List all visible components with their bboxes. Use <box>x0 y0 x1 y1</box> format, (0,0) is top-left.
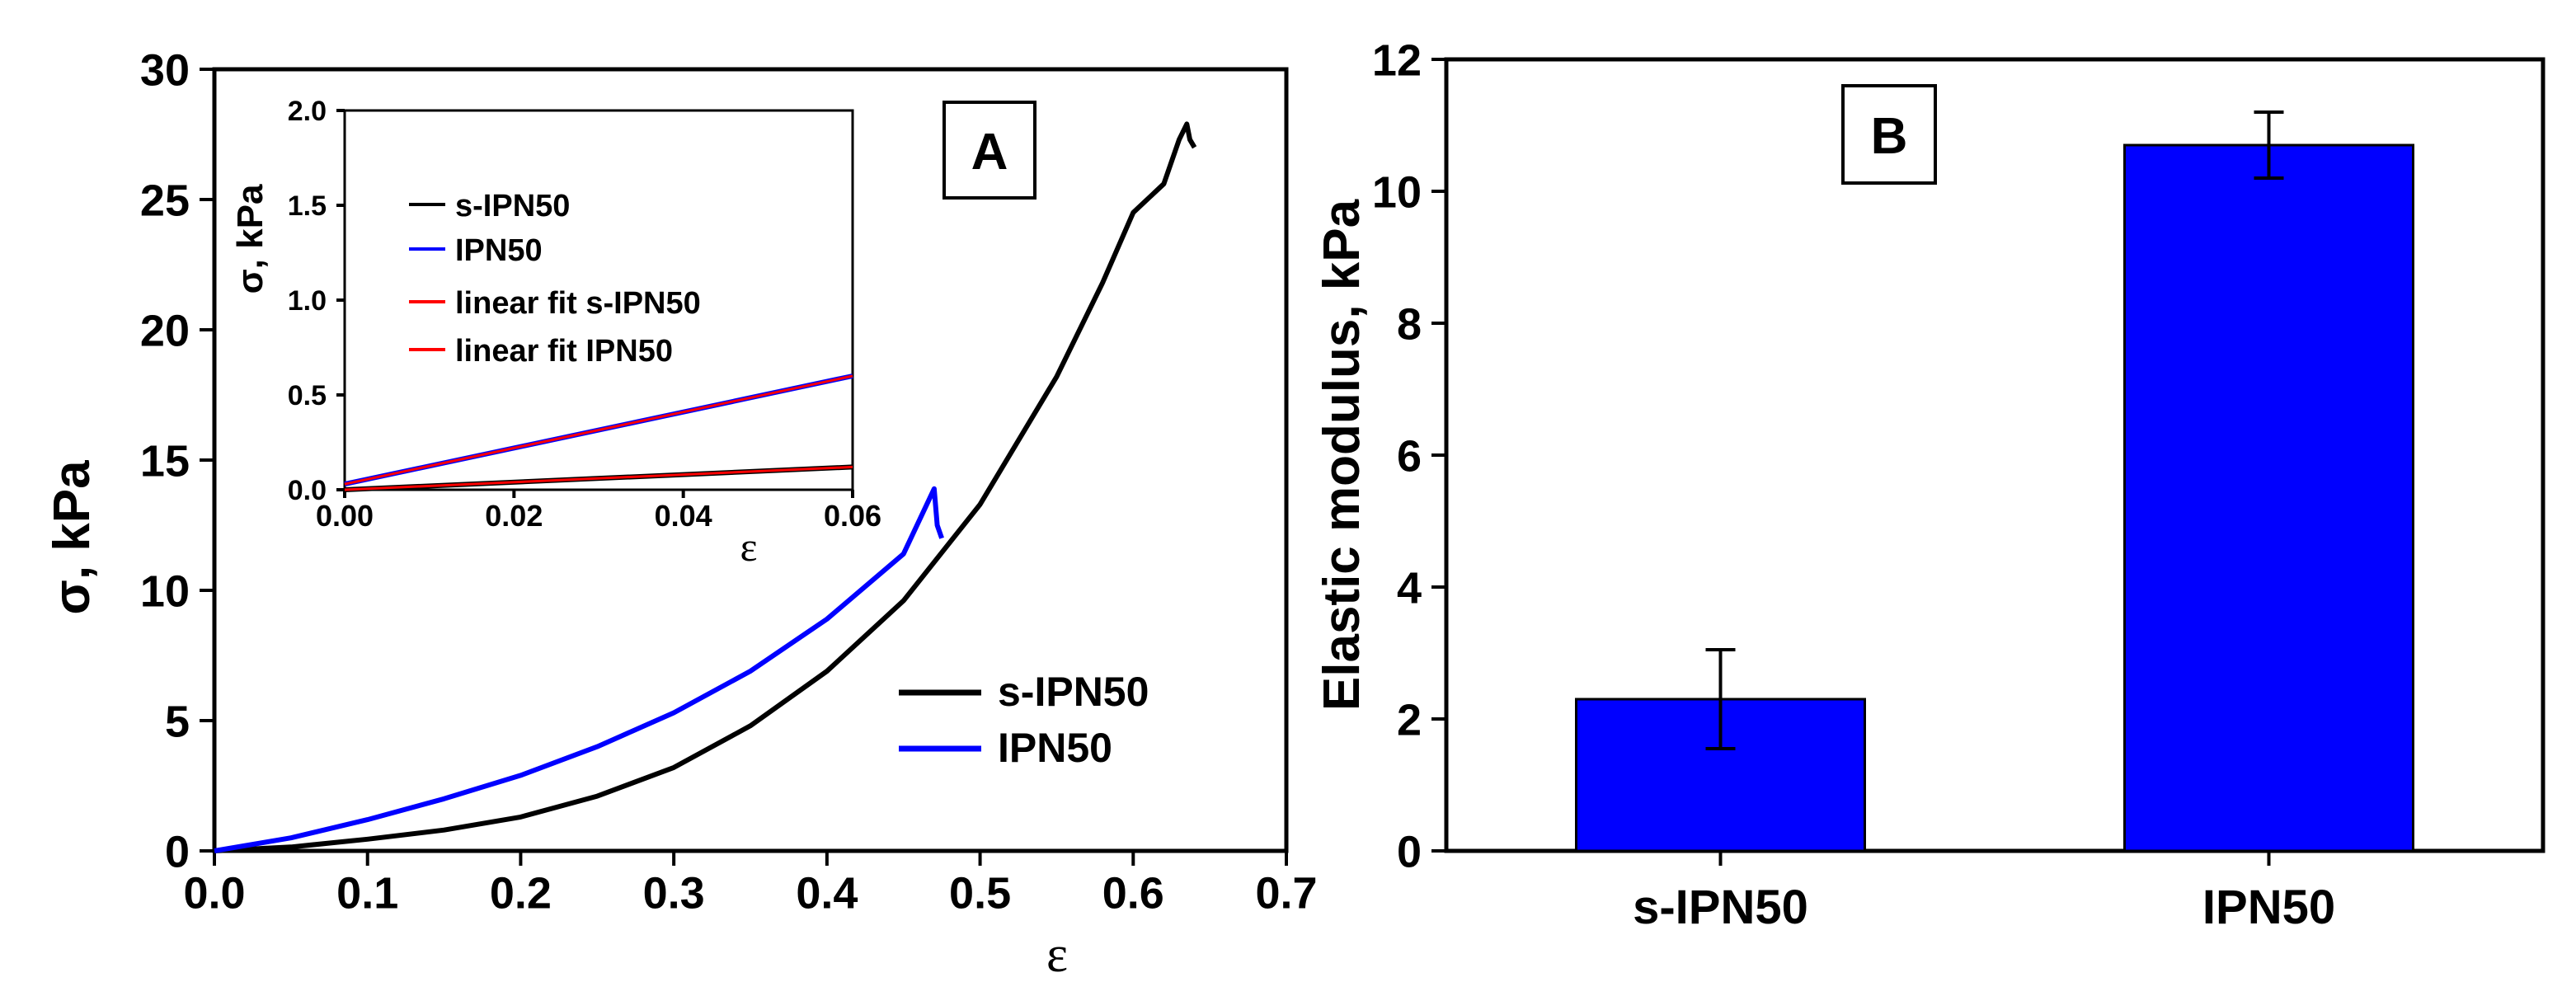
inset-series-line-2 <box>344 465 853 491</box>
panel-a-y-tick-label: 15 <box>140 436 190 486</box>
legend-label-ipn50: IPN50 <box>998 725 1112 771</box>
panel-a-x-tick-label: 0.4 <box>796 868 858 918</box>
inset-legend-label-1: IPN50 <box>455 233 543 268</box>
inset-x-ticks: 0.00 0.02 0.04 0.06 <box>316 490 881 533</box>
panel-a-x-tick-label: 0.6 <box>1102 868 1164 918</box>
bar-ipn50 <box>2123 143 2414 853</box>
panel-a-x-tick-label: 0.2 <box>490 868 552 918</box>
inset-y-tick-label: 2.0 <box>288 96 327 127</box>
panel-a-y-tick-label: 30 <box>140 45 190 95</box>
panel-a-y-tick-label: 5 <box>165 697 190 746</box>
panel-b-y-tick-label: 6 <box>1397 431 1422 481</box>
panel-a-y-ticks: 0 5 10 15 20 25 30 <box>140 45 214 876</box>
panel-a-x-tick-label: 0.0 <box>183 868 245 918</box>
panel-b-bars: s-IPN50 IPN50 <box>1575 110 2414 934</box>
panel-a-x-tick-label: 0.3 <box>643 868 705 918</box>
inset-y-tick-label: 1.5 <box>288 190 327 222</box>
panel-a-label: A <box>971 124 1008 181</box>
panel-a-x-tick-label: 0.7 <box>1255 868 1317 918</box>
inset-legend-label-3: linear fit IPN50 <box>455 334 673 369</box>
panel-a-y-tick-label: 0 <box>165 827 190 876</box>
panel-a-label-box <box>942 101 1037 200</box>
inset-y-tick-label: 0.5 <box>288 380 327 411</box>
panel-a-x-tick-label: 0.5 <box>949 868 1011 918</box>
inset-series <box>344 374 853 492</box>
panel-a-x-tick-label: 0.1 <box>336 868 398 918</box>
panel-b-y-tick-label: 8 <box>1397 299 1422 349</box>
panel-a-y-tick-label: 25 <box>140 176 190 225</box>
inset-series-line-3 <box>344 374 853 486</box>
panel-a-series-line-ipn50 <box>214 486 944 853</box>
panel-b-label-box <box>1841 84 1937 185</box>
panel-b-y-tick-label: 0 <box>1397 827 1422 876</box>
panel-b-y-tick-label: 10 <box>1372 167 1422 217</box>
panel-b-y-tick-label: 12 <box>1372 35 1422 85</box>
inset-legend: s-IPN50 IPN50 linear fit s-IPN50 linear … <box>409 189 701 369</box>
panel-a-inset: 0.0 0.5 1.0 1.5 2.0 0.00 0.02 0.04 0.06 ε σ, kP… <box>230 96 881 570</box>
inset-y-ticks: 0.0 0.5 1.0 1.5 2.0 <box>288 96 345 506</box>
inset-y-tick-label: 1.0 <box>288 285 327 317</box>
panel-a-series-line-s-ipn50 <box>214 121 1197 853</box>
inset-y-tick-label: 0.0 <box>288 475 327 506</box>
inset-x-tick-label: 0.06 <box>824 499 881 533</box>
panel-b-y-axis-title: Elastic modulus, kPa <box>1314 199 1370 711</box>
inset-y-axis-title: σ, kPa <box>230 184 270 294</box>
panel-a-y-tick-label: 20 <box>140 306 190 355</box>
panel-b-category-label: s-IPN50 <box>1633 881 1808 934</box>
panel-a-x-axis-title: ε <box>1046 927 1068 983</box>
panel-b: 0 2 4 6 8 10 12 s-IPN50 IPN50 Elastic modulus, … <box>1314 35 2545 934</box>
inset-x-tick-label: 0.00 <box>316 499 374 533</box>
panel-b-y-tick-label: 2 <box>1397 695 1422 745</box>
panel-a-legend: s-IPN50 IPN50 <box>899 669 1149 771</box>
panel-a-y-tick-label: 10 <box>140 566 190 616</box>
inset-legend-label-2: linear fit s-IPN50 <box>455 286 701 321</box>
legend-label-s-ipn50: s-IPN50 <box>998 669 1149 715</box>
panel-a-x-ticks: 0.0 0.1 0.2 0.3 0.4 0.5 0.6 0.7 <box>183 851 1318 918</box>
inset-x-tick-label: 0.02 <box>485 499 543 533</box>
panel-b-y-tick-label: 4 <box>1397 563 1422 613</box>
panel-b-category-label: IPN50 <box>2202 881 2335 934</box>
inset-x-tick-label: 0.04 <box>655 499 712 533</box>
inset-x-axis-title: ε <box>740 524 758 570</box>
inset-legend-label-0: s-IPN50 <box>455 189 570 223</box>
panel-a-series <box>214 121 1197 853</box>
panel-b-y-ticks: 0 2 4 6 8 10 12 <box>1372 35 1446 876</box>
panel-a-y-axis-title: σ, kPa <box>44 460 101 615</box>
panel-b-label: B <box>1871 108 1908 165</box>
